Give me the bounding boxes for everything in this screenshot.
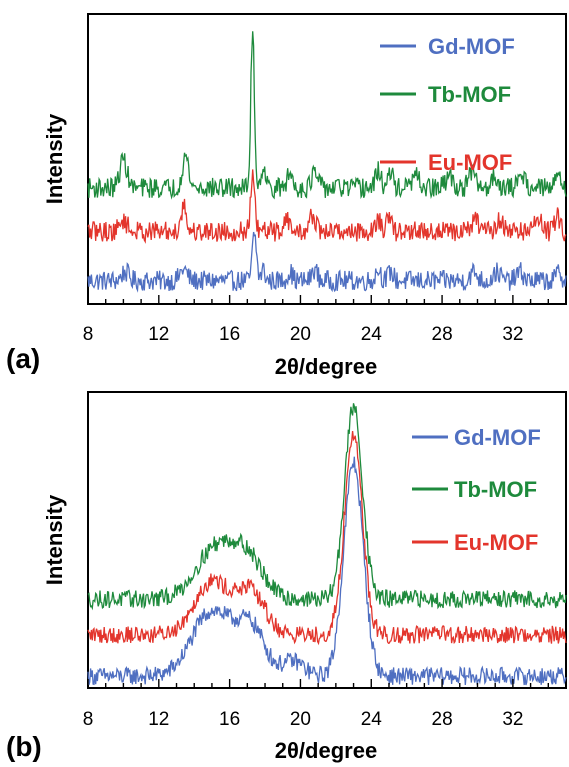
panel-a: 8 12 16 20 24 28 32 Intensity 2θ/degree (a) Gd… [6, 13, 567, 379]
x-ticks-a: 8 12 16 20 24 28 32 [83, 295, 567, 345]
legend-label-eu-mof: Eu-MOF [454, 530, 538, 555]
x-tick-label: 28 [432, 324, 453, 345]
series-line-eu-mof [87, 169, 567, 244]
legend-label-tb-mof: Tb-MOF [428, 82, 511, 107]
plot-frame-b [87, 391, 567, 689]
legend-a: Gd-MOF Tb-MOF Eu-MOF [380, 34, 515, 175]
panel-label-b: (b) [6, 731, 42, 762]
x-tick-label: 16 [219, 709, 240, 730]
traces-b [87, 403, 567, 686]
traces-a [87, 31, 567, 293]
legend-label-eu-mof: Eu-MOF [428, 150, 512, 175]
x-tick-label: 8 [83, 709, 94, 730]
y-axis-title-a: Intensity [42, 113, 67, 204]
x-tick-label: 24 [361, 324, 383, 345]
series-line-tb-mof [87, 403, 567, 611]
plot-frame-a [87, 13, 567, 305]
legend-b: Gd-MOF Tb-MOF Eu-MOF [412, 425, 541, 555]
x-tick-label: 20 [290, 324, 311, 345]
x-axis-title-b: 2θ/degree [275, 738, 377, 763]
x-tick-label: 32 [502, 324, 523, 345]
x-tick-label: 8 [83, 324, 94, 345]
x-ticks-b: 8 12 16 20 24 28 32 [83, 679, 567, 730]
x-tick-label: 28 [432, 709, 453, 730]
x-tick-label: 16 [219, 324, 240, 345]
panel-b: 8 12 16 20 24 28 32 Intensity 2θ/degree (b) Gd… [6, 391, 567, 763]
x-tick-label: 20 [290, 709, 311, 730]
series-line-gd-mof [87, 231, 567, 293]
series-line-gd-mof [87, 456, 567, 686]
x-tick-label: 12 [148, 324, 169, 345]
x-tick-label: 32 [502, 709, 523, 730]
legend-label-tb-mof: Tb-MOF [454, 477, 537, 502]
series-line-eu-mof [87, 431, 567, 646]
y-axis-title-b: Intensity [42, 494, 67, 585]
x-axis-title-a: 2θ/degree [275, 354, 377, 379]
series-line-tb-mof [87, 31, 567, 200]
x-tick-label: 24 [361, 709, 383, 730]
x-tick-label: 12 [148, 709, 169, 730]
legend-label-gd-mof: Gd-MOF [454, 425, 541, 450]
panel-label-a: (a) [6, 343, 40, 374]
legend-label-gd-mof: Gd-MOF [428, 34, 515, 59]
